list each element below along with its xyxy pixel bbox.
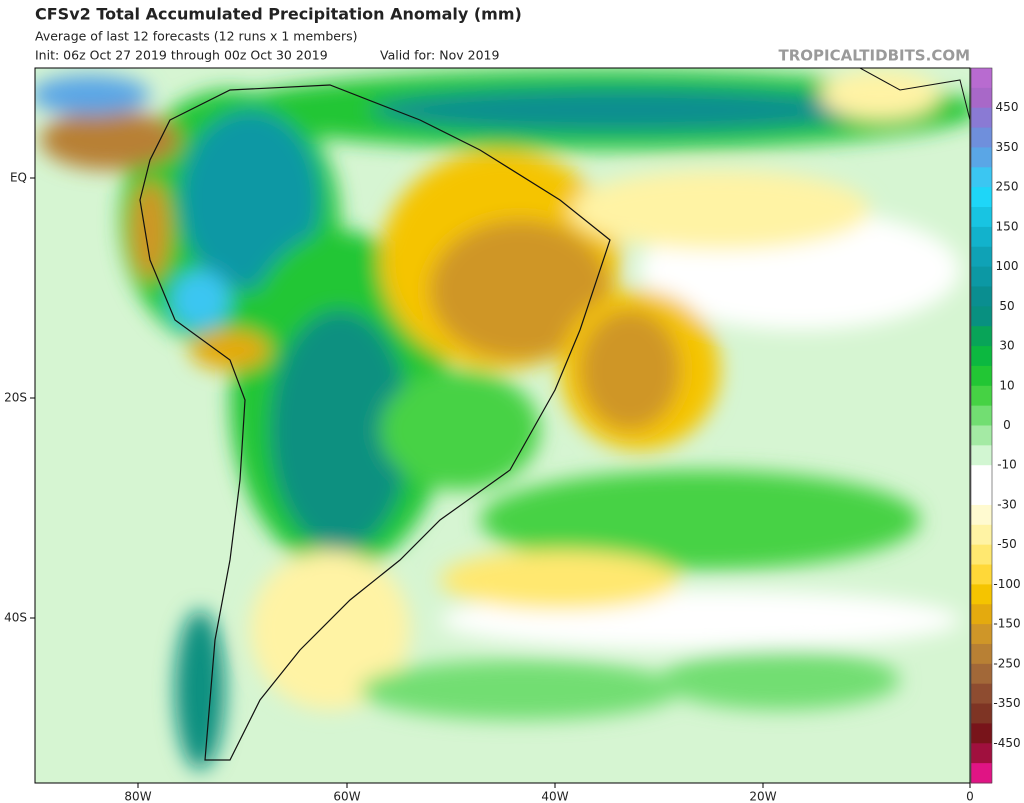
- colorbar-label: -50: [997, 537, 1017, 551]
- colorbar-swatch: [971, 485, 992, 506]
- colorbar-label: -100: [993, 577, 1020, 591]
- colorbar-swatch: [971, 524, 992, 546]
- map: [35, 68, 970, 783]
- valid-time: Valid for: Nov 2019: [380, 48, 499, 63]
- lon-label: 40W: [541, 790, 568, 803]
- colorbar-swatch: [971, 127, 992, 148]
- lon-label: 0: [966, 790, 974, 803]
- colorbar-swatch: [971, 564, 992, 585]
- title: CFSv2 Total Accumulated Precipitation An…: [35, 5, 522, 24]
- colorbar-swatch: [971, 763, 992, 784]
- credit: TROPICALTIDBITS.COM: [779, 47, 971, 65]
- lat-label: EQ: [10, 171, 27, 185]
- colorbar-label: 100: [996, 259, 1019, 273]
- colorbar-swatch: [971, 544, 992, 566]
- colorbar-label: 450: [996, 100, 1019, 114]
- colorbar-swatch: [971, 643, 992, 665]
- lat-label: 40S: [4, 611, 27, 625]
- colorbar-swatch: [971, 703, 992, 724]
- map-frame: [34, 67, 971, 784]
- colorbar-label: 150: [996, 219, 1019, 233]
- lon-label: 20W: [749, 790, 776, 803]
- axes: EQ 20S 40S 80W 60W 40W 20W 0: [4, 171, 974, 803]
- colorbar-swatch: [971, 207, 992, 228]
- colorbar-swatch: [971, 465, 992, 486]
- colorbar-swatch: [971, 286, 992, 307]
- colorbar-swatch: [971, 743, 992, 764]
- colorbar-label: -350: [993, 696, 1020, 710]
- colorbar-label: -450: [993, 736, 1020, 750]
- colorbar-swatch: [971, 504, 992, 526]
- colorbar-swatch: [971, 226, 992, 248]
- colorbar-swatch: [971, 425, 992, 446]
- lon-label: 60W: [333, 790, 360, 803]
- lon-label: 80W: [124, 790, 151, 803]
- colorbar-swatch: [971, 306, 992, 327]
- init-time: Init: 06z Oct 27 2019 through 00z Oct 30…: [35, 48, 328, 63]
- colorbar-swatch: [971, 246, 992, 268]
- colorbar-label: 350: [996, 140, 1019, 154]
- colorbar-label: 250: [996, 180, 1019, 194]
- colorbar-swatch: [971, 405, 992, 426]
- colorbar-swatch: [971, 167, 992, 188]
- subtitle: Average of last 12 forecasts (12 runs x …: [35, 29, 357, 44]
- colorbar-swatch: [971, 87, 992, 109]
- colorbar-swatch: [971, 266, 992, 287]
- colorbar-swatch: [971, 683, 992, 705]
- colorbar-swatch: [971, 187, 992, 208]
- colorbar-label: 10: [999, 378, 1014, 392]
- colorbar-swatch: [971, 365, 992, 387]
- colorbar-label: -150: [993, 617, 1020, 631]
- colorbar-label: -10: [997, 458, 1017, 472]
- colorbar-label: -30: [997, 497, 1017, 511]
- colorbar-label: 0: [1003, 418, 1011, 432]
- colorbar-swatch: [971, 723, 992, 744]
- colorbar-frame: [970, 67, 993, 784]
- colorbar-swatch: [971, 68, 992, 89]
- colorbar-label: 50: [999, 299, 1014, 313]
- colorbar-swatch: [971, 147, 992, 168]
- colorbar: 4503502501501005030100-10-30-50-100-150-…: [970, 67, 1021, 784]
- colorbar-swatch: [971, 346, 992, 367]
- colorbar-label: 30: [999, 339, 1014, 353]
- colorbar-swatch: [971, 326, 992, 347]
- colorbar-swatch: [971, 445, 992, 466]
- colorbar-swatch: [971, 624, 992, 645]
- colorbar-swatch: [971, 604, 992, 625]
- colorbar-swatch: [971, 663, 992, 685]
- colorbar-swatch: [971, 385, 992, 407]
- lat-label: 20S: [4, 391, 27, 405]
- colorbar-swatch: [971, 107, 992, 129]
- colorbar-swatch: [971, 584, 992, 605]
- colorbar-label: -250: [993, 656, 1020, 670]
